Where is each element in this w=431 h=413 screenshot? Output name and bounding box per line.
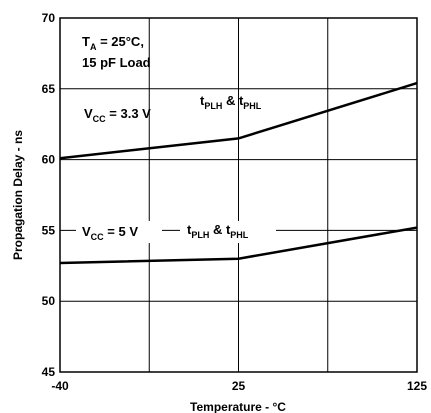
series-annotation-tplh-tphl-5v: tPLH & tPHL — [187, 222, 249, 240]
series-label-vcc-3v3: VCC = 3.3 V — [84, 106, 151, 124]
y-tick-50: 50 — [42, 294, 56, 308]
y-tick-70: 70 — [42, 11, 56, 25]
tplh-label-bg-5v — [180, 221, 276, 243]
x-tick-25: 25 — [232, 379, 246, 393]
y-tick-65: 65 — [42, 82, 56, 96]
y-tick-55: 55 — [42, 223, 56, 237]
x-tick--40: -40 — [51, 379, 69, 393]
x-axis-label: Temperature - °C — [190, 400, 286, 413]
y-axis-label: Propagation Delay - ns — [11, 130, 25, 260]
vcc5-label-bg — [76, 221, 162, 243]
series-label-vcc-5v: VCC = 5 V — [82, 224, 138, 242]
series-line-1 — [59, 226, 418, 265]
series-line-0 — [59, 81, 418, 160]
y-tick-45: 45 — [42, 365, 56, 379]
x-tick-125: 125 — [407, 379, 427, 393]
y-tick-60: 60 — [42, 153, 56, 167]
series-lines — [59, 81, 418, 265]
grid-lines — [60, 18, 417, 372]
series-annotation-tplh-tphl-3v3: tPLH & tPHL — [200, 93, 262, 111]
x-tick-labels: -40 25 125 — [51, 379, 427, 393]
y-tick-labels: 45 50 55 60 65 70 — [42, 11, 56, 379]
temperature-annotation: TA = 25°C, — [82, 34, 144, 52]
load-annotation: 15 pF Load — [82, 55, 151, 70]
